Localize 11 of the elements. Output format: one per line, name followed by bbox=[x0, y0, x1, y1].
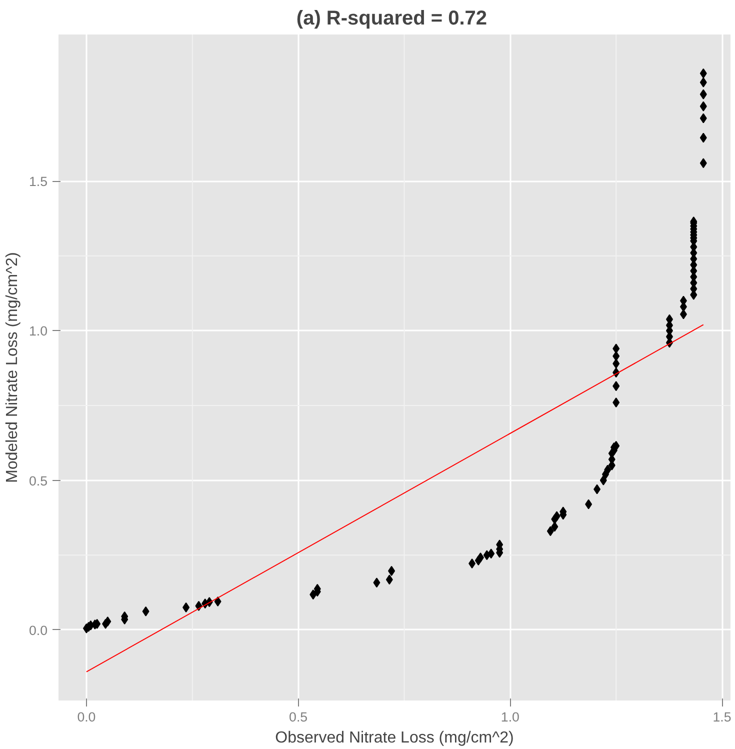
x-tick-label: 1.0 bbox=[500, 710, 520, 724]
chart-title: (a) R-squared = 0.72 bbox=[296, 8, 488, 30]
y-axis-title: Modeled Nitrate Loss (mg/cm^2) bbox=[4, 252, 21, 483]
y-tick-label: 0.5 bbox=[28, 473, 48, 488]
y-tick-label: 1.5 bbox=[28, 174, 48, 190]
y-tick-label: 0.0 bbox=[28, 622, 48, 638]
x-tick-label: 1.5 bbox=[712, 710, 732, 724]
x-axis-title: Observed Nitrate Loss (mg/cm^2) bbox=[275, 730, 514, 746]
x-tick-label: 0.5 bbox=[289, 710, 308, 724]
y-tick-label: 1.0 bbox=[28, 324, 48, 339]
x-tick-label: 0.0 bbox=[77, 710, 96, 724]
